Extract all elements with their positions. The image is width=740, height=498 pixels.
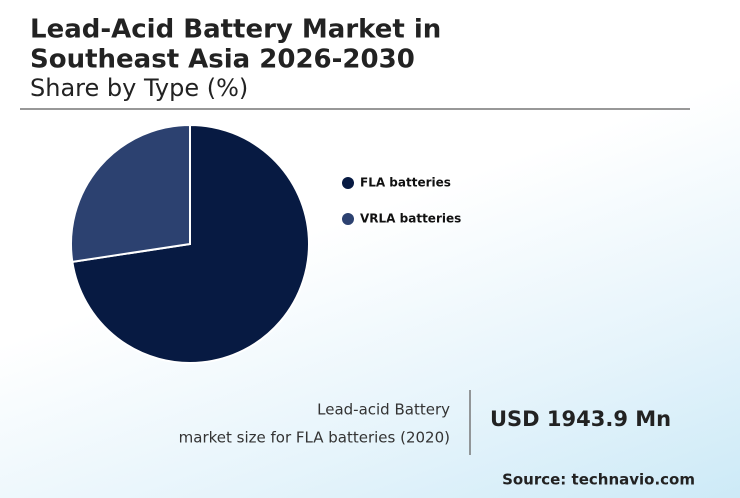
legend-marker — [342, 213, 354, 225]
stat-value: USD 1943.9 Mn — [490, 407, 671, 431]
pie-slice — [70, 123, 191, 264]
legend-marker — [342, 177, 354, 189]
title-line: Lead-Acid Battery Market in — [30, 15, 441, 45]
title-line: Southeast Asia 2026-2030 — [30, 45, 415, 75]
legend-label: FLA batteries — [360, 176, 451, 190]
stat-label: Lead-acid Battery — [317, 401, 450, 419]
subtitle: Share by Type (%) — [30, 74, 248, 102]
legend-label: VRLA batteries — [360, 212, 461, 226]
stat-label: market size for FLA batteries (2020) — [179, 429, 450, 447]
source: Source: technavio.com — [502, 471, 695, 489]
